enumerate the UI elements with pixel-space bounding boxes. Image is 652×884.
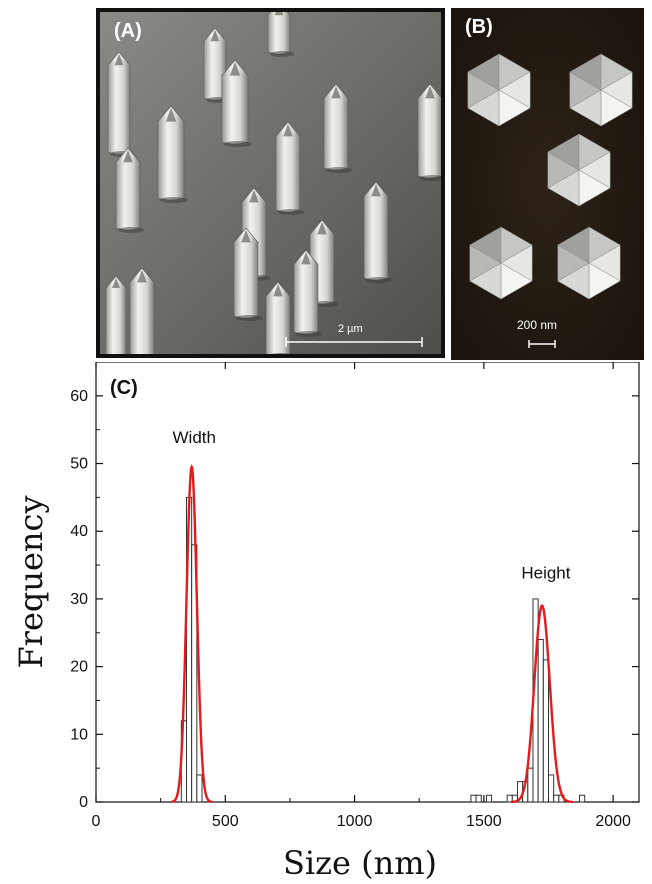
nanopillar-tip-facet: [112, 278, 120, 288]
nanopillar-shadow: [269, 51, 295, 57]
size-histogram-chart: 0 500 1000 1500 2000 0 10 20 30 40 50 60 Width Heigh…: [12, 362, 640, 882]
nanopillar-tip-facet: [273, 284, 283, 297]
nanopillar-tip-facet: [165, 108, 177, 122]
peak-annotation: Height: [521, 564, 570, 583]
nanopillar-tip-facet: [371, 184, 381, 197]
y-tick-label: 10: [70, 726, 88, 743]
nanopillar-tip-facet: [283, 124, 293, 137]
nanopillar-shadow: [159, 197, 189, 203]
hexagon-facet: [578, 151, 611, 189]
histogram-bar: [470, 794, 477, 803]
nanopillar-micrograph: [100, 12, 441, 354]
panel-label-b: (B): [465, 16, 493, 38]
gaussian-fit-curve: [510, 604, 574, 804]
y-tick-label: 20: [70, 659, 88, 676]
nanopillar-shadow: [419, 175, 441, 181]
nanopillar-shadow: [223, 141, 253, 147]
nanopillar-tip-facet: [123, 150, 133, 163]
hexagon-facet: [600, 71, 633, 109]
nanopillar-shadow: [277, 209, 305, 215]
sem-image-hexagonal-tips: (B) 200 nm: [451, 8, 644, 360]
histogram-bar: [579, 794, 586, 803]
nanopillar-shadow: [365, 277, 393, 283]
scale-bar-label-b: 200 nm: [517, 318, 558, 332]
nanopillar-tip-facet: [210, 30, 220, 42]
histogram-bar: [553, 794, 560, 803]
scale-bar-label-a: 2 µm: [338, 323, 363, 335]
hexagon-facet: [588, 244, 621, 282]
hexagon-facet: [500, 244, 533, 282]
x-tick-label: 0: [92, 813, 101, 830]
nanopillar-tip-facet: [249, 190, 259, 203]
nanopillar-tip-facet: [241, 230, 251, 243]
nanopillar-shadow: [117, 227, 145, 233]
histogram-bar: [542, 659, 549, 803]
histogram-bar: [475, 794, 482, 803]
nanopillar: [265, 281, 291, 354]
histogram-bar: [485, 794, 493, 803]
nanopillar-tip-facet: [114, 54, 124, 66]
histogram-bar: [527, 767, 534, 803]
nanopillar-shadow: [325, 167, 353, 173]
nanopillar: [267, 12, 291, 55]
y-axis-label: Frequency: [12, 495, 50, 668]
nanopillar-tip-facet: [301, 252, 311, 265]
nanopillar-tip-facet: [274, 12, 284, 16]
nanopillar-shadow: [311, 301, 339, 307]
nanopillar-tip-facet: [137, 270, 147, 283]
nanopillar-tip-facet: [331, 86, 341, 99]
nanopillar-tip-facet: [425, 86, 435, 99]
x-tick-label: 500: [212, 813, 239, 830]
sem-image-nanopillars: (A) 2 µm: [96, 8, 445, 358]
y-tick-label: 30: [70, 591, 88, 608]
x-tick-label: 2000: [595, 813, 631, 830]
nanopillar-shadow: [295, 331, 323, 337]
y-tick-label: 40: [70, 523, 88, 540]
panel-label-c: (C): [110, 377, 138, 399]
nanopillar: [105, 275, 127, 354]
hexagonal-tips-micrograph: [451, 8, 644, 360]
y-tick-label: 0: [79, 794, 88, 811]
x-tick-label: 1500: [466, 813, 502, 830]
gaussian-fit-curve: [170, 464, 213, 804]
nanopillar-tip-facet: [229, 62, 241, 76]
nanopillar-tip-facet: [317, 222, 327, 235]
x-tick-label: 1000: [337, 813, 373, 830]
y-tick-label: 60: [70, 388, 88, 405]
peak-annotation: Width: [173, 428, 216, 447]
nanopillar-shadow: [235, 315, 263, 321]
nanopillar: [129, 267, 155, 354]
panel-label-a: (A): [114, 20, 142, 42]
nanopillar: [363, 181, 389, 281]
y-tick-label: 50: [70, 456, 88, 473]
nanopillar-shadow: [271, 353, 291, 354]
histogram-bar: [548, 774, 555, 803]
histogram-bar: [537, 639, 544, 803]
nanopillar: [107, 51, 131, 155]
hexagon-facet: [498, 71, 531, 109]
histogram-bar: [196, 774, 203, 803]
x-axis-label: Size (nm): [283, 844, 437, 882]
